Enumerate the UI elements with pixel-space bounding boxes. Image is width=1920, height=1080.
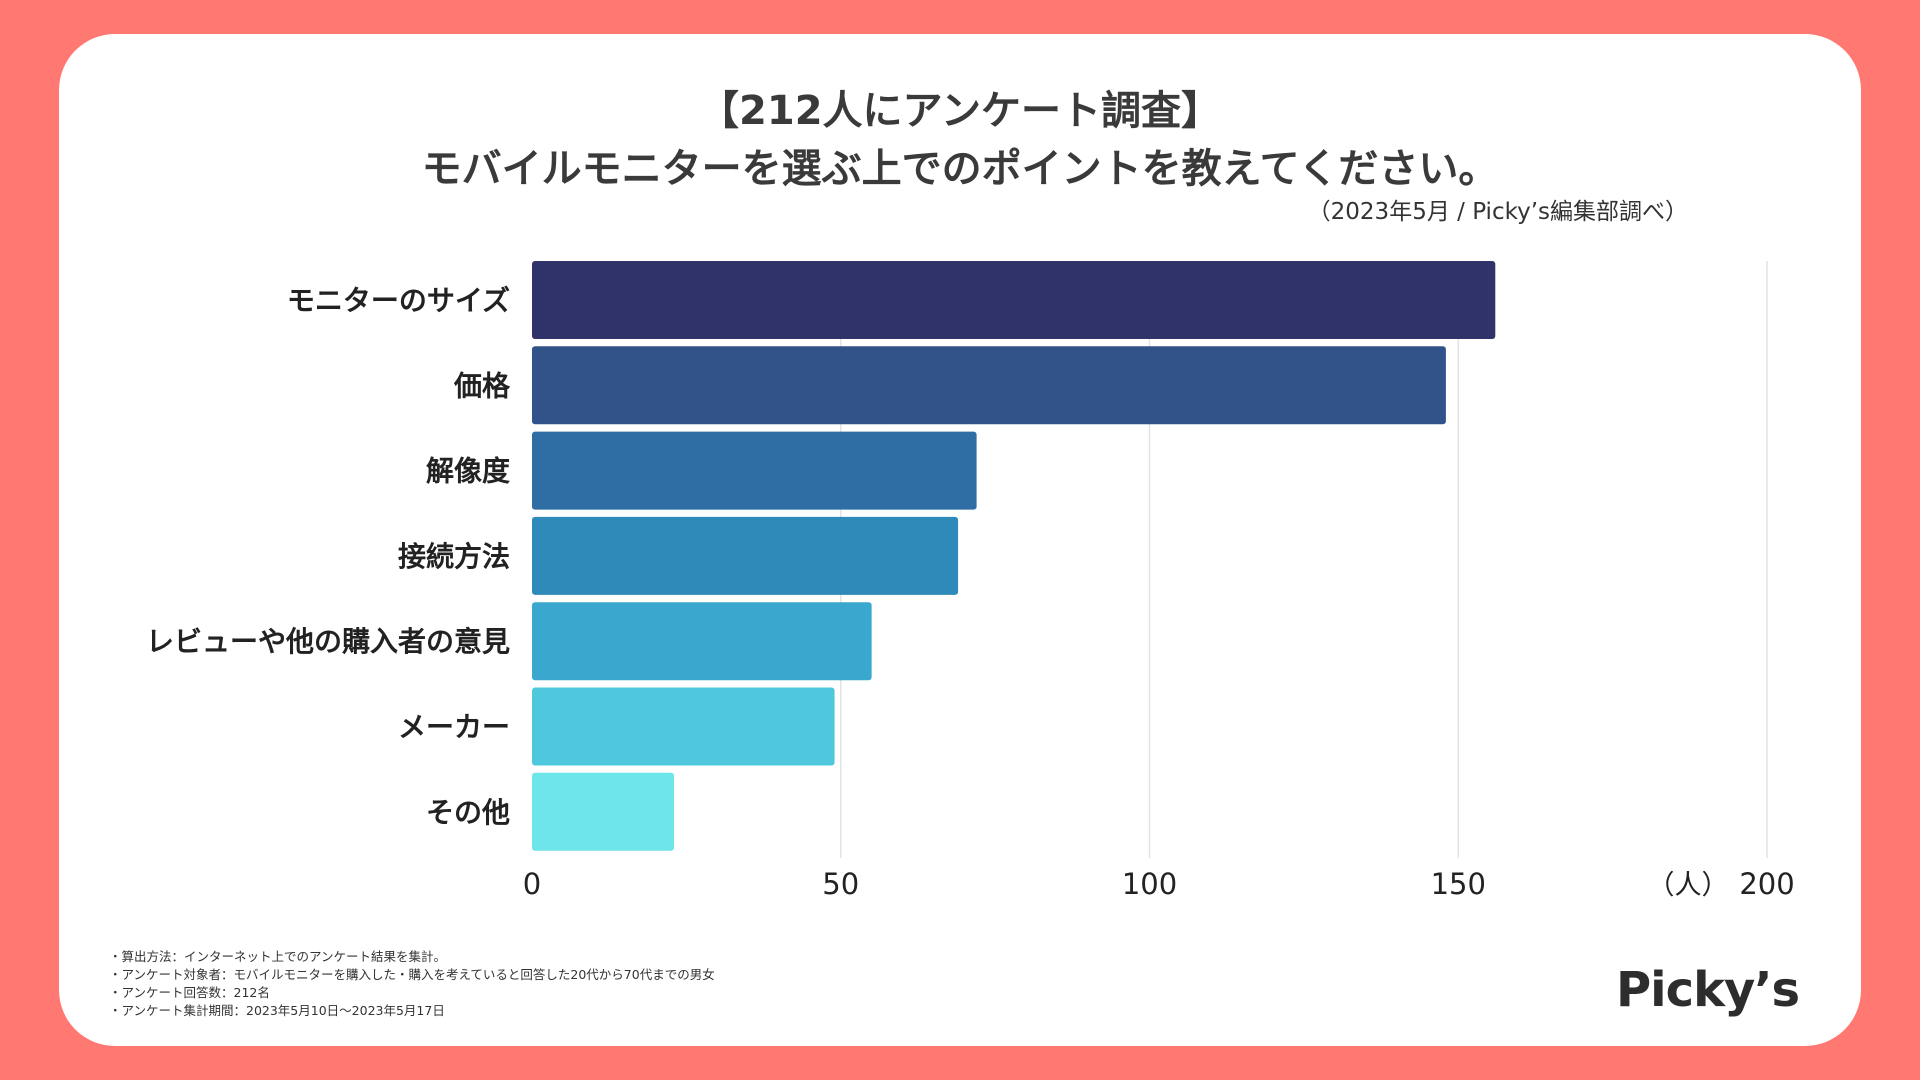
chart-title-line2: モバイルモニターを選ぶ上でのポイントを教えてください。 <box>421 146 1499 192</box>
bar <box>532 346 1446 425</box>
bar <box>532 602 872 681</box>
footnotes: ・算出方法：インターネット上でのアンケート結果を集計。 ・アンケート対象者：モバ… <box>109 948 715 1020</box>
x-tick-label: 50 <box>822 867 859 901</box>
footnote: ・アンケート対象者：モバイルモニターを購入した・購入を考えていると回答した20代… <box>109 967 715 982</box>
category-label: 価格 <box>453 369 511 402</box>
source-note: （2023年5月 / Picky’s編集部調べ） <box>1307 199 1688 225</box>
footnote: ・算出方法：インターネット上でのアンケート結果を集計。 <box>109 949 447 964</box>
x-tick-label: 0 <box>523 867 541 901</box>
category-label: 接続方法 <box>398 540 510 573</box>
chart-title-line1: 【212人にアンケート調査】 <box>699 88 1221 134</box>
footnote: ・アンケート回答数：212名 <box>109 985 270 1000</box>
category-label: モニターのサイズ <box>287 284 510 317</box>
category-label: レビューや他の購入者の意見 <box>146 625 510 658</box>
chart-card <box>59 34 1861 1046</box>
x-tick-label: 200 <box>1739 867 1794 901</box>
bar <box>532 261 1496 339</box>
category-label: その他 <box>426 796 510 829</box>
axis-unit-label: （人） <box>1648 870 1729 901</box>
footnote: ・アンケート集計期間：2023年5月10日〜2023年5月17日 <box>109 1003 445 1018</box>
category-label: メーカー <box>398 711 510 744</box>
category-label: 解像度 <box>426 455 510 488</box>
x-tick-label: 150 <box>1431 867 1486 901</box>
bar <box>532 687 835 766</box>
brand-logo: Picky’s <box>1616 962 1800 1018</box>
bar <box>532 431 977 510</box>
x-tick-label: 100 <box>1122 867 1177 901</box>
bar <box>532 516 959 595</box>
bar <box>532 772 675 851</box>
